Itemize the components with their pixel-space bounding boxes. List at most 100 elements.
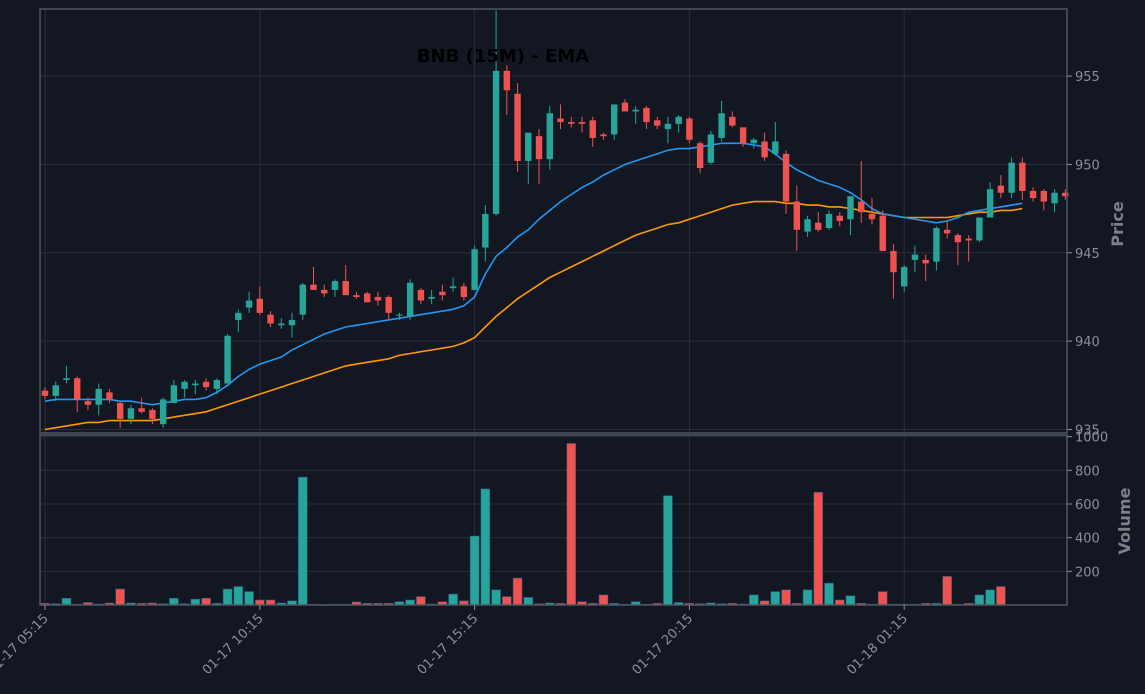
candle-body <box>600 134 607 137</box>
candle-body <box>1062 192 1069 197</box>
volume-bar <box>834 599 845 606</box>
candle-body <box>858 201 865 213</box>
price-tick-label: 945 <box>1075 247 1100 262</box>
volume-bar <box>781 589 791 606</box>
candle-body <box>321 289 328 294</box>
candle-body <box>159 399 167 425</box>
candle-body <box>385 296 392 313</box>
candle-body <box>353 295 360 297</box>
volume-bar <box>491 589 501 606</box>
candle-body <box>1029 190 1037 199</box>
volume-bar <box>523 597 534 606</box>
candle-body <box>836 215 843 221</box>
candle-body <box>310 284 317 290</box>
volume-bar <box>877 591 888 606</box>
candle-body <box>138 408 145 412</box>
candle-body <box>106 392 113 400</box>
candle-body <box>696 143 704 168</box>
candle-body <box>997 185 1005 193</box>
candle-body <box>460 286 468 297</box>
candle-body <box>686 118 693 140</box>
price-tick-label: 950 <box>1075 158 1100 173</box>
candle-body <box>84 401 92 405</box>
candle-body <box>793 201 800 230</box>
volume-bar <box>469 535 480 606</box>
candle-body <box>815 222 822 230</box>
volume-bar <box>201 597 211 606</box>
candle-body <box>739 127 747 144</box>
volume-grid <box>40 435 1067 605</box>
volume-panel: 200 400 600 800 1000 Volume <box>39 431 1134 606</box>
candle-body <box>41 390 49 396</box>
candle-body <box>643 107 650 123</box>
volume-bar <box>61 597 72 606</box>
volume-bar <box>985 589 995 606</box>
candle-body <box>331 281 339 290</box>
candle-body <box>1008 162 1015 193</box>
candle-body <box>52 385 59 396</box>
volume-bar <box>974 594 985 606</box>
candle-body <box>224 335 231 384</box>
candle-body <box>729 116 736 126</box>
price-panel: 935 940 945 950 955 BNB (15M) - EMA Price <box>39 8 1127 438</box>
candle-body <box>1051 192 1058 204</box>
price-tick-label: 935 <box>1075 423 1100 438</box>
volume-bar <box>770 591 781 606</box>
candle-body <box>632 109 639 112</box>
volume-bar <box>297 476 308 606</box>
candle-body <box>535 136 543 160</box>
volume-bar <box>845 595 856 606</box>
price-grid <box>40 9 1067 433</box>
candle-body <box>245 300 253 308</box>
chart-title: BNB (15M) - EMA <box>417 46 589 67</box>
candle-body <box>127 408 135 419</box>
candle-body <box>922 259 929 264</box>
candle-body <box>868 213 876 220</box>
candle-body <box>149 410 156 419</box>
candle-body <box>342 281 349 296</box>
price-tick-label: 955 <box>1075 70 1100 85</box>
candle-body <box>95 388 102 405</box>
price-panel-frame <box>39 8 1068 434</box>
candle-body <box>288 319 296 326</box>
candle-body <box>471 249 478 290</box>
candle-body <box>202 381 210 388</box>
candle-body <box>374 296 382 301</box>
volume-bar <box>663 495 673 606</box>
candle-body <box>449 286 457 289</box>
volume-bar <box>190 598 201 606</box>
volume-tick-label: 1000 <box>1075 431 1108 446</box>
candle-body <box>804 219 811 232</box>
candle-body <box>557 118 564 123</box>
volume-bar <box>802 589 813 606</box>
candle-body <box>568 122 575 124</box>
candle-body <box>761 141 768 158</box>
candle-body <box>825 213 833 229</box>
candle-body <box>267 314 274 324</box>
volume-bar <box>942 576 952 606</box>
volume-bar <box>480 488 491 606</box>
candle-body <box>439 291 446 296</box>
candle-body <box>611 104 618 135</box>
candle-body <box>675 116 682 124</box>
candle-body <box>396 314 403 316</box>
candle-body <box>278 323 285 326</box>
price-tick-label: 940 <box>1075 335 1100 350</box>
volume-bar <box>222 588 233 606</box>
volume-bar <box>265 599 276 606</box>
candle-body <box>589 120 596 138</box>
candle-body <box>417 289 425 301</box>
candles-group <box>41 10 1069 428</box>
candle-body <box>514 93 521 161</box>
volume-bar <box>448 593 458 606</box>
candle-body <box>901 266 908 287</box>
volume-bar <box>502 596 512 606</box>
candle-body <box>74 378 81 400</box>
candle-body <box>192 383 199 386</box>
volume-bar <box>749 594 759 606</box>
volume-bar <box>824 582 834 606</box>
candle-body <box>750 139 758 144</box>
candle-body <box>879 215 886 252</box>
volume-axis: 200 400 600 800 1000 <box>1067 431 1108 580</box>
